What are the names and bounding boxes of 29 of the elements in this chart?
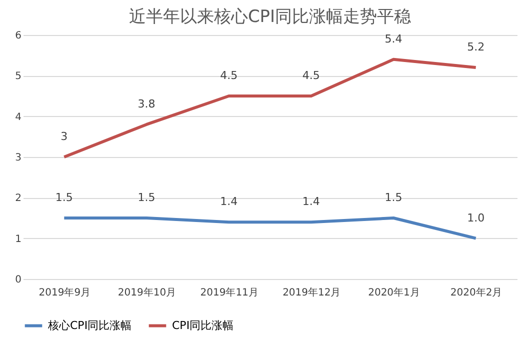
x-tick-label: 2019年12月 (282, 286, 341, 298)
data-label: 1.4 (302, 195, 320, 208)
data-label: 3.8 (138, 97, 156, 110)
x-tick-label: 2019年10月 (118, 286, 176, 298)
line-series (62, 58, 478, 158)
x-tick-label: 2020年1月 (368, 286, 420, 298)
y-tick-label: 3 (15, 152, 22, 164)
data-label: 5.4 (384, 32, 402, 46)
data-label: 4.5 (220, 69, 238, 82)
data-label: 1.0 (467, 211, 485, 224)
chart-title: 近半年以来核心CPI同比涨幅走势平稳 (128, 7, 412, 27)
legend-label: 核心CPI同比涨幅 (47, 318, 132, 332)
y-tick-label: 5 (15, 71, 22, 82)
y-tick-label: 6 (15, 30, 22, 42)
data-label: 1.5 (55, 191, 73, 204)
legend-label: CPI同比涨幅 (172, 318, 234, 332)
y-tick-label: 4 (15, 112, 22, 123)
data-label: 1.5 (384, 191, 402, 204)
data-label: 3 (60, 130, 68, 143)
x-tick-label: 2020年2月 (450, 286, 502, 298)
y-tick-label: 2 (15, 193, 22, 204)
data-label: 5.2 (467, 40, 485, 54)
y-tick-label: 0 (15, 274, 22, 286)
data-label: 4.5 (302, 69, 320, 82)
y-tick-label: 1 (15, 234, 22, 245)
x-tick-label: 2019年9月 (38, 286, 91, 298)
data-label: 1.5 (138, 191, 156, 204)
x-tick-label: 2019年11月 (200, 286, 258, 298)
data-label: 1.4 (220, 195, 238, 208)
